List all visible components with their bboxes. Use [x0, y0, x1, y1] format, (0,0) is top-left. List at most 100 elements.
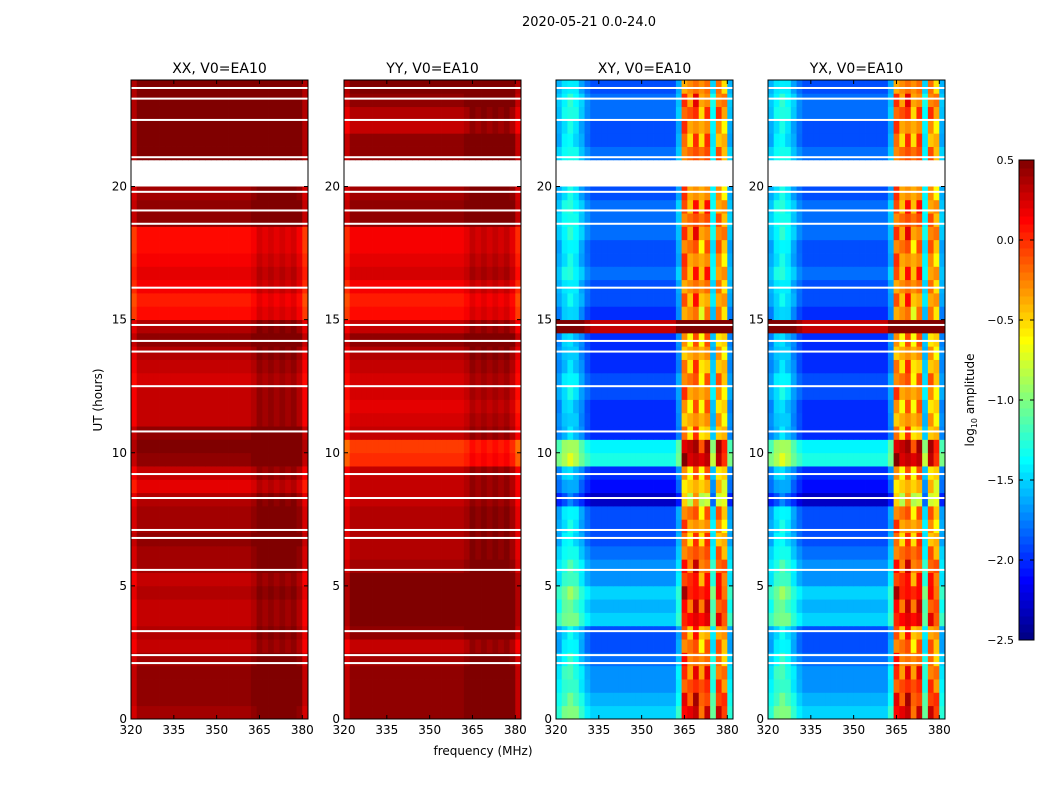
heatmap-cell: [658, 692, 665, 707]
heatmap-cell: [561, 625, 568, 640]
heatmap-cell: [933, 612, 940, 627]
heatmap-cell: [509, 625, 516, 640]
heatmap-cell: [361, 119, 368, 134]
heatmap-cell: [681, 186, 688, 201]
heatmap-cell: [653, 612, 660, 627]
heatmap-cell: [675, 119, 683, 134]
heatmap-cell: [216, 599, 223, 613]
heatmap-cell: [389, 253, 396, 267]
heatmap-cell: [905, 585, 912, 600]
heatmap-cell: [503, 519, 510, 534]
heatmap-cell: [584, 519, 591, 534]
flagged-line: [131, 323, 308, 326]
heatmap-cell: [727, 199, 734, 214]
heatmap-cell: [486, 80, 493, 94]
heatmap-cell: [406, 332, 413, 347]
heatmap-cell: [727, 133, 734, 147]
heatmap-cell: [601, 532, 608, 547]
heatmap-cell: [165, 452, 172, 467]
heatmap-cell: [136, 599, 143, 613]
heatmap-cell: [389, 332, 396, 347]
heatmap-cell: [561, 439, 568, 454]
heatmap-cell: [216, 133, 223, 147]
heatmap-cell: [561, 293, 568, 307]
heatmap-cell: [836, 612, 843, 627]
heatmap-cell: [245, 332, 252, 347]
heatmap-cell: [273, 679, 280, 693]
heatmap-cell: [199, 532, 206, 547]
heatmap-cell: [216, 506, 223, 520]
heatmap-cell: [590, 652, 597, 667]
heatmap-cell: [876, 572, 883, 587]
heatmap-cell: [721, 572, 728, 587]
heatmap-cell: [475, 239, 482, 254]
heatmap-cell: [142, 679, 149, 693]
heatmap-cell: [498, 399, 505, 414]
heatmap-cell: [228, 199, 235, 214]
heatmap-cell: [406, 146, 413, 161]
heatmap-cell: [279, 639, 286, 653]
heatmap-cell: [401, 213, 408, 227]
heatmap-cell: [429, 239, 436, 254]
heatmap-cell: [910, 625, 917, 640]
heatmap-cell: [355, 226, 362, 241]
heatmap-cell: [613, 359, 620, 374]
heatmap-cell: [727, 439, 734, 454]
heatmap-cell: [693, 146, 700, 161]
heatmap-cell: [228, 585, 235, 600]
heatmap-cell: [165, 492, 172, 507]
heatmap-cell: [372, 545, 379, 560]
heatmap-cell: [250, 346, 258, 360]
heatmap-cell: [199, 692, 206, 707]
heatmap-cell: [715, 386, 722, 400]
heatmap-cell: [142, 199, 149, 214]
heatmap-cell: [561, 572, 568, 587]
heatmap-cell: [131, 199, 138, 214]
heatmap-cell: [887, 679, 895, 693]
heatmap-cell: [573, 506, 580, 520]
heatmap-cell: [635, 213, 643, 227]
heatmap-cell: [469, 585, 476, 600]
heatmap-cell: [595, 213, 603, 227]
heatmap-cell: [182, 80, 189, 94]
heatmap-cell: [584, 625, 591, 640]
heatmap-cell: [355, 213, 362, 227]
heatmap-cell: [693, 412, 700, 427]
heatmap-cell: [429, 80, 436, 94]
heatmap-cell: [675, 106, 683, 121]
heatmap-cell: [302, 146, 309, 161]
heatmap-cell: [136, 652, 143, 667]
heatmap-cell: [412, 599, 419, 613]
heatmap-cell: [245, 226, 252, 241]
heatmap-cell: [228, 293, 235, 307]
heatmap-cell: [344, 346, 351, 360]
heatmap-cell: [813, 492, 820, 507]
heatmap-cell: [687, 146, 694, 161]
heatmap-cell: [475, 612, 482, 627]
heatmap-cell: [176, 80, 183, 94]
heatmap-cell: [503, 239, 510, 254]
heatmap-cell: [131, 146, 138, 161]
heatmap-cell: [607, 639, 614, 653]
heatmap-cell: [825, 532, 832, 547]
heatmap-cell: [412, 439, 419, 454]
heatmap-cell: [681, 146, 688, 161]
heatmap-cell: [176, 239, 183, 254]
heatmap-cell: [469, 186, 476, 201]
heatmap-cell: [423, 492, 431, 507]
heatmap-cell: [618, 572, 625, 587]
heatmap-cell: [366, 399, 373, 414]
heatmap-cell: [653, 652, 660, 667]
heatmap-cell: [613, 519, 620, 534]
heatmap-cell: [429, 226, 436, 241]
heatmap-cell: [624, 93, 631, 108]
heatmap-cell: [296, 93, 303, 108]
heatmap-cell: [199, 253, 206, 267]
heatmap-cell: [136, 692, 143, 707]
heatmap-cell: [361, 199, 368, 214]
heatmap-cell: [681, 665, 688, 680]
heatmap-cell: [796, 492, 803, 507]
heatmap-cell: [372, 639, 379, 653]
heatmap-cell: [182, 106, 189, 121]
heatmap-cell: [635, 692, 643, 707]
